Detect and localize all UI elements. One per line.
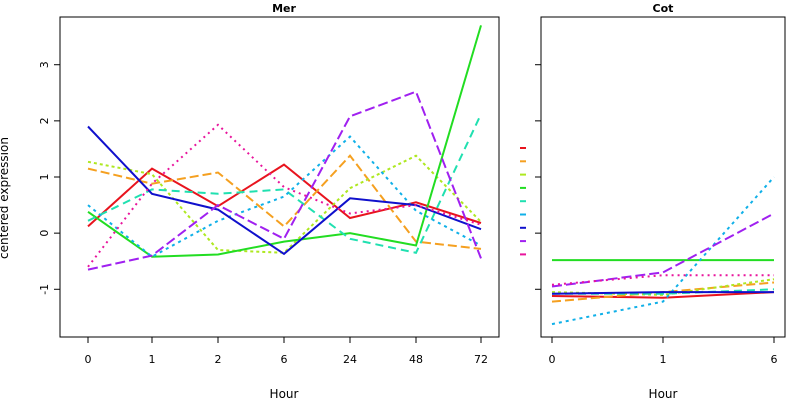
panel-title-cot: Cot [653,2,674,15]
x-tick-label-mer: 48 [409,353,423,366]
legend [520,147,526,256]
y-tick-label-mer: -1 [38,284,51,295]
series-line-cot-8 [551,212,775,288]
series-line-mer-5 [87,113,482,254]
panel-title-mer: Mer [272,2,296,15]
x-tick-label-cot: 1 [660,353,667,366]
series-line-mer-3 [87,154,482,254]
y-axis-label: centered expression [0,137,11,259]
plot-frame-cot [540,16,786,338]
axes-mer: 0 1 2 6 24 48 72 -1 0 1 2 3 [38,61,488,366]
series-line-mer-1 [87,163,482,228]
x-tick-label-mer: 72 [474,353,488,366]
x-tick-label-mer: 6 [281,353,288,366]
x-tick-label-cot: 0 [549,353,556,366]
x-tick-label-mer: 2 [215,353,222,366]
x-axis-label-mer: Hour [270,387,299,400]
x-tick-label-mer: 24 [343,353,357,366]
axes-cot: 0 1 6 [535,64,778,366]
series-line-mer-2 [87,154,482,250]
plot-frame-mer [59,16,500,338]
series-line-cot-9 [551,274,774,286]
series-group-mer [87,25,482,271]
x-axis-label-cot: Hour [649,387,678,400]
y-tick-label-mer: 2 [38,117,51,124]
series-line-mer-9 [87,123,482,268]
y-tick-label-mer: 3 [38,61,51,68]
y-tick-label-mer: 1 [38,174,51,181]
series-group-cot [551,176,775,326]
series-line-mer-4 [87,25,482,258]
series-line-cot-1 [551,291,775,299]
y-tick-label-mer: 0 [38,230,51,237]
x-tick-label-mer: 0 [85,353,92,366]
panel-mer: Mer 0 1 2 6 24 48 72 -1 0 1 2 3 Hour [38,2,500,400]
x-tick-label-cot: 6 [771,353,778,366]
panel-cot: Cot 0 1 6 Hour [535,2,786,400]
series-line-cot-5 [552,288,775,295]
x-tick-label-mer: 1 [149,353,156,366]
series-line-cot-6 [551,176,775,326]
series-line-cot-7 [551,291,774,295]
series-line-mer-8 [87,90,482,271]
